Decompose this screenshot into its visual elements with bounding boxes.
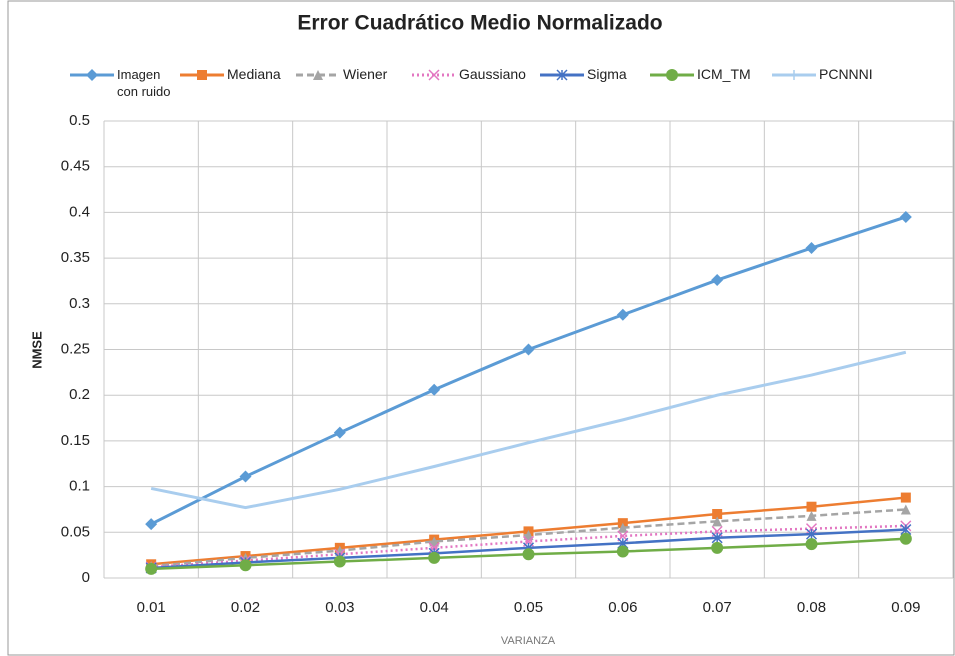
y-tick-label: 0	[82, 569, 90, 586]
x-tick-label: 0.07	[703, 599, 732, 616]
marker	[86, 69, 98, 81]
series-line	[151, 524, 906, 569]
marker	[428, 69, 440, 81]
marker	[428, 383, 441, 396]
y-tick-label: 0.05	[61, 523, 90, 540]
marker	[711, 532, 723, 544]
legend-label: ICM_TM	[697, 66, 751, 82]
marker	[522, 548, 535, 561]
x-tick-label: 0.01	[137, 599, 166, 616]
marker	[712, 509, 723, 520]
series-line	[150, 215, 907, 526]
marker	[616, 545, 629, 558]
marker	[899, 532, 912, 545]
legend-label: Wiener	[343, 66, 388, 82]
x-tick-label: 0.02	[231, 599, 260, 616]
marker	[805, 538, 818, 551]
y-tick-label: 0.3	[69, 295, 90, 312]
marker	[333, 555, 346, 568]
y-tick-label: 0.35	[61, 249, 90, 266]
y-tick-label: 0.45	[61, 158, 90, 175]
marker	[617, 522, 628, 533]
y-tick-label: 0.1	[69, 478, 90, 495]
marker	[239, 559, 252, 572]
y-tick-label: 0.15	[61, 432, 90, 449]
legend-label: Imagen con ruido	[117, 67, 171, 99]
marker	[428, 542, 440, 554]
marker	[900, 492, 911, 503]
marker	[522, 343, 535, 356]
marker	[666, 69, 678, 81]
marker	[429, 536, 440, 547]
marker	[711, 541, 724, 554]
y-axis-label: NMSE	[29, 331, 44, 369]
y-tick-label: 0.2	[69, 386, 90, 403]
legend-label: PCNNNI	[819, 66, 873, 82]
marker	[805, 528, 818, 540]
frame	[7, 0, 955, 656]
legend-label: Sigma	[587, 66, 627, 82]
marker	[900, 504, 911, 515]
marker	[805, 242, 818, 255]
x-axis-label: VARIANZA	[501, 635, 556, 647]
legend-label: Gaussiano	[459, 66, 526, 82]
marker	[428, 551, 441, 564]
marker	[145, 518, 158, 531]
x-tick-label: 0.08	[797, 599, 826, 616]
marker	[899, 210, 912, 223]
marker	[789, 70, 799, 80]
marker	[712, 516, 723, 527]
marker	[805, 523, 818, 535]
x-tick-label: 0.06	[608, 599, 637, 616]
marker	[711, 274, 724, 287]
y-tick-label: 0.5	[69, 112, 90, 129]
marker	[806, 510, 817, 521]
x-tick-label: 0.09	[891, 599, 920, 616]
marker	[313, 70, 323, 80]
legend-label: Mediana	[227, 66, 281, 82]
x-tick-label: 0.03	[325, 599, 354, 616]
marker	[556, 69, 568, 81]
x-tick-label: 0.05	[514, 599, 543, 616]
marker	[145, 562, 158, 575]
marker	[197, 70, 207, 80]
marker	[523, 530, 534, 541]
chart-title: Error Cuadrático Medio Normalizado	[297, 12, 662, 35]
marker	[806, 501, 817, 512]
y-tick-label: 0.25	[61, 340, 90, 357]
marker	[239, 470, 252, 483]
x-tick-label: 0.04	[420, 599, 449, 616]
marker	[616, 308, 629, 321]
marker	[333, 426, 346, 439]
y-tick-label: 0.4	[69, 203, 90, 220]
series-line	[150, 350, 907, 510]
